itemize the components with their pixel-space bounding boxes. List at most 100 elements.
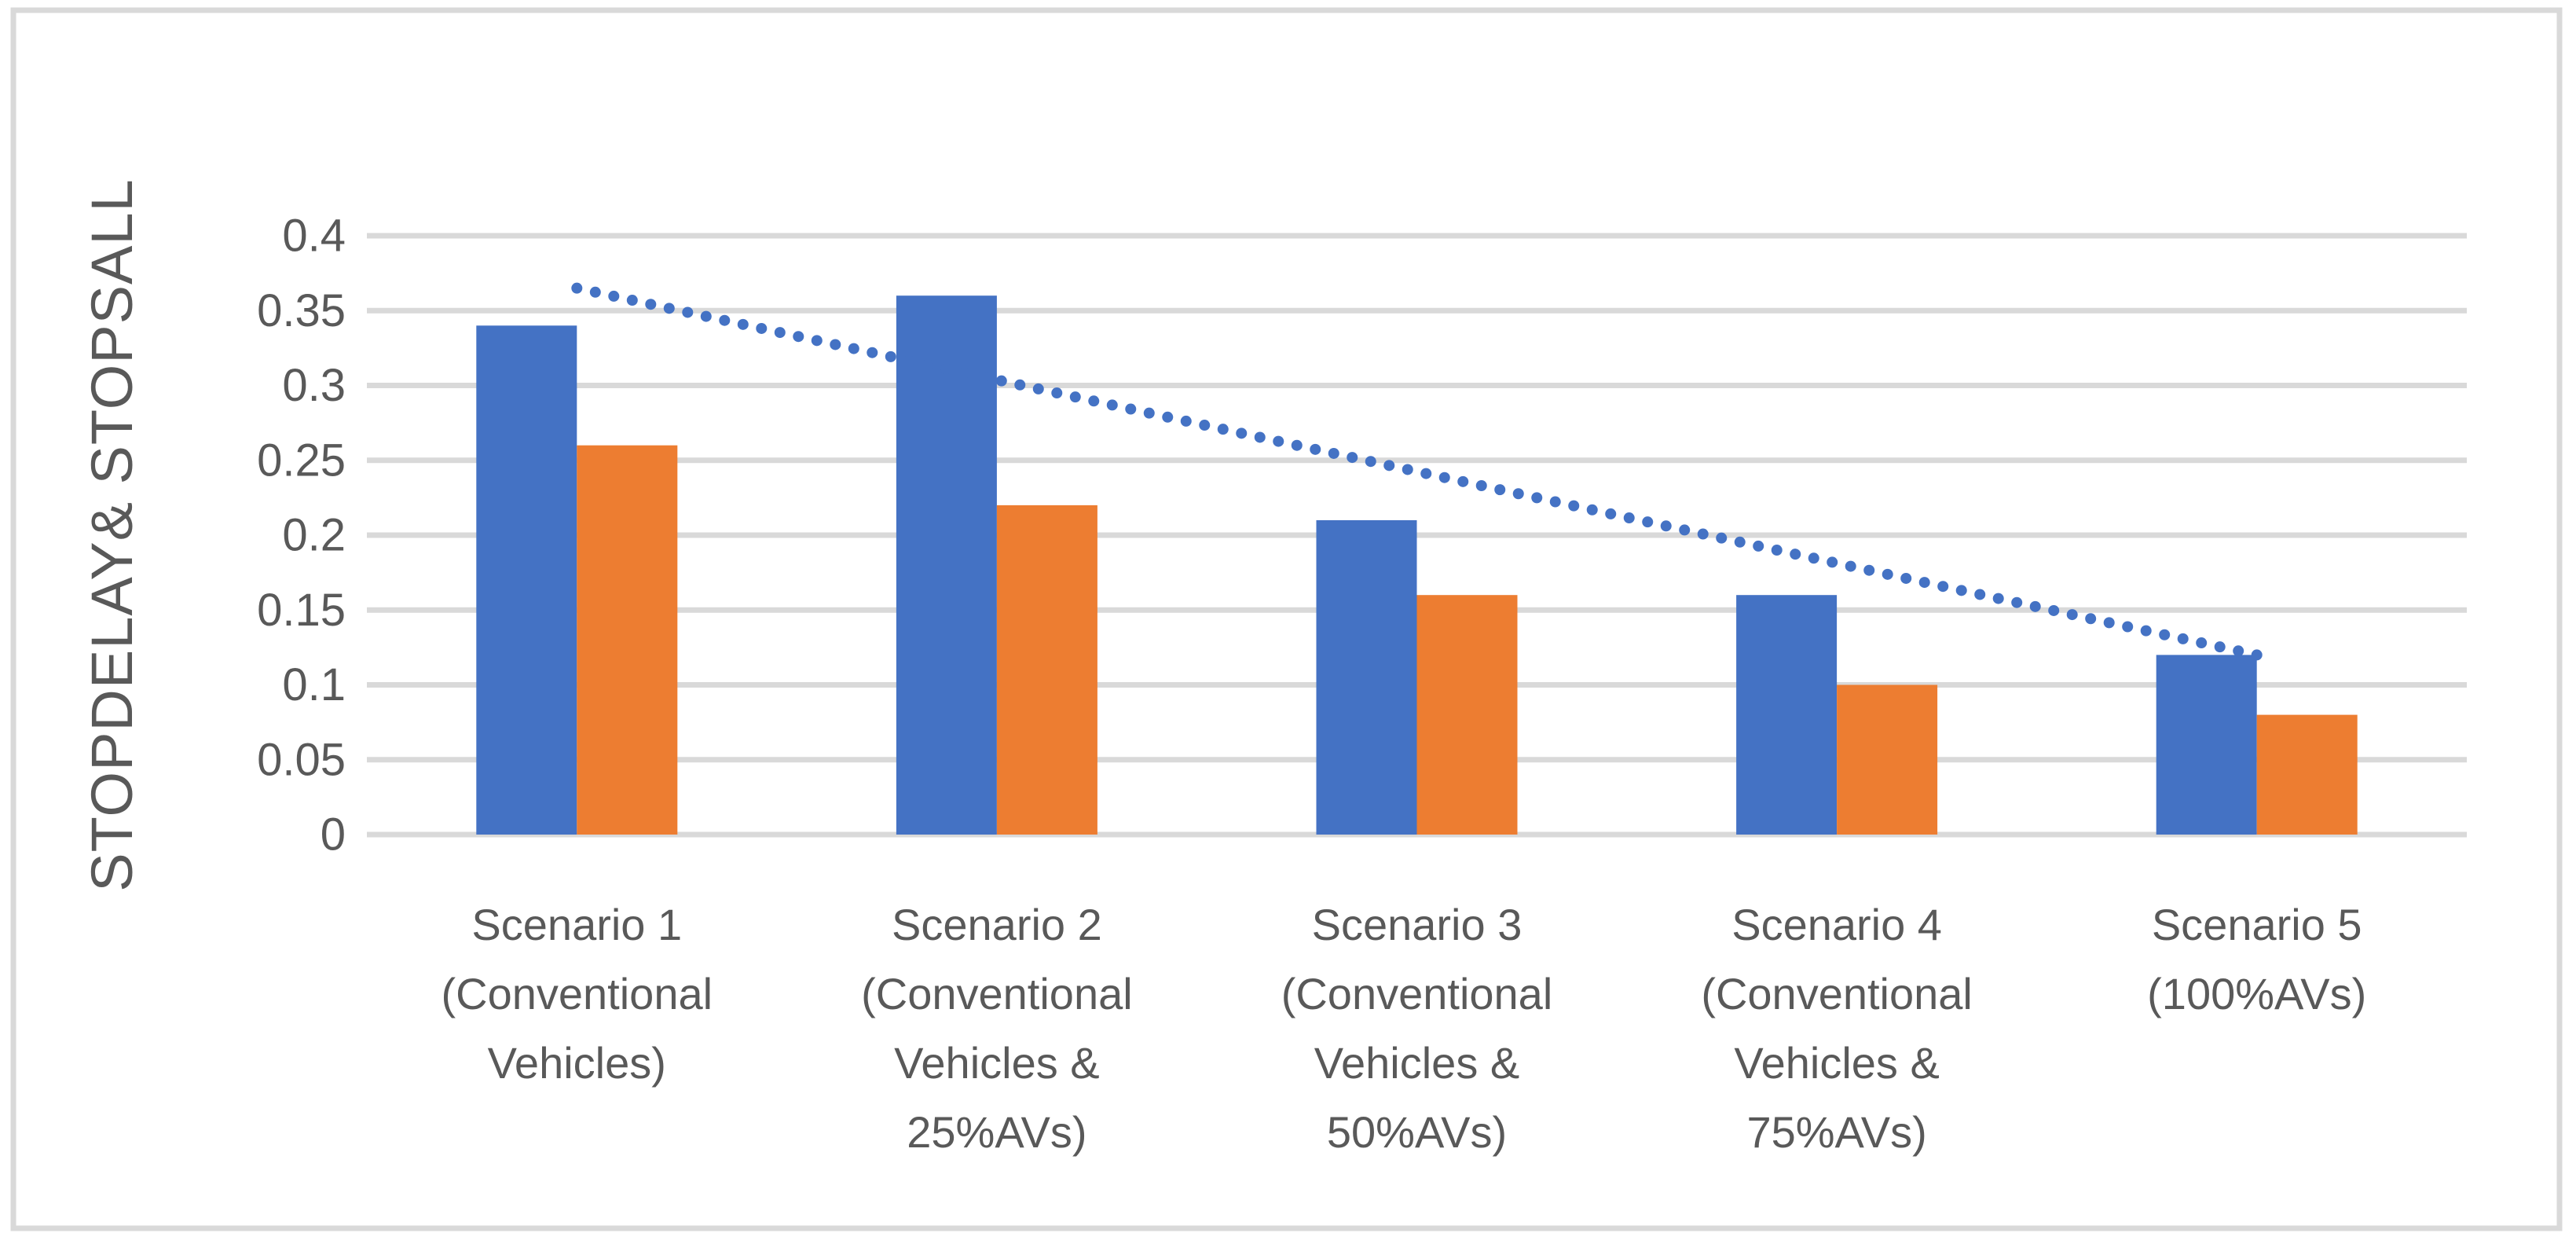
x-category-label-5: Scenario 5 (100%AVs) [2147,900,2366,1018]
bars-group [476,295,2358,835]
y-tick-label-0.35: 0.35 [257,285,346,336]
trendline-dot [1882,568,1893,580]
trendline-dot [645,299,657,310]
trendline-dot [1753,540,1764,552]
trendline-dot [1531,492,1543,504]
trendline-dot [1716,532,1728,544]
trendline-dot [1014,379,1026,391]
y-tick-label-0.05: 0.05 [257,734,346,785]
trendline-dot [1918,577,1930,589]
trendline-dot [1254,431,1266,443]
trendline-dot [756,322,768,334]
y-tick-label-0.3: 0.3 [282,360,346,411]
trendline-dot [1642,516,1654,528]
bar-stopsall-scenario-4 [1837,684,1938,835]
trendline-dot [1992,593,2004,604]
trendline-dot [867,347,878,358]
trendline-dot [719,314,731,326]
trendline-dot [1420,468,1432,479]
x-category-label-3: Scenario 3 (Conventional Vehicles & 50%AVs) [1281,900,1553,1157]
bar-stopsall-scenario-2 [996,505,1097,835]
trendline-dot [1347,452,1358,464]
trendline-dot [1863,564,1875,576]
trendline-dot [2214,641,2226,653]
trendline-dot [1623,512,1635,524]
trendline-dot [1032,383,1044,394]
y-tick-label-0.25: 0.25 [257,435,346,486]
trendline-dot [1955,585,1967,596]
trendline-dot [1771,545,1783,556]
x-axis-labels-group: Scenario 1 (Conventional Vehicles) Scenario… [442,900,2367,1157]
trendline-dot [1273,435,1284,447]
trendline-dot [995,375,1007,387]
trendline-dot [1974,589,1986,600]
x-category-label-1: Scenario 1 (Conventional Vehicles) [442,900,713,1088]
y-tick-label-0: 0 [321,809,346,861]
trendline-dot [977,371,989,383]
trendline-dot [1236,428,1248,439]
trendline-dot [626,295,638,306]
bar-stopdelay-scenario-1 [476,325,577,835]
trendline-dot [682,306,694,318]
trendline-group [571,282,2263,661]
trendline-dot [1365,456,1376,468]
y-tick-label-0.2: 0.2 [282,510,346,561]
trendline-dot [1605,508,1617,519]
trendline-dot [1512,488,1524,500]
trendline-dot [1494,484,1506,496]
x-category-label-4: Scenario 4 (Conventional Vehicles & 75%AVs) [1701,900,1973,1157]
trendline-dot [793,331,804,343]
trendline-dot [1845,560,1856,572]
trendline-dot [2048,604,2060,616]
trendline-dot [2159,629,2171,640]
trendline-dot [2103,617,2115,629]
trendline-dot [2233,645,2244,657]
y-tick-label-0.1: 0.1 [282,659,346,710]
bar-stopsall-scenario-3 [1416,595,1518,835]
trendline-dot [1180,415,1192,427]
trendline-dot [885,350,896,362]
trendline-dot [1568,500,1580,512]
trendline-dot [1143,407,1155,419]
trendline-dot [700,310,712,322]
trendline-dot [1549,496,1561,508]
trendline-dot [1679,524,1691,536]
trendline-dot [1125,403,1137,415]
trendline-dot [1051,387,1063,399]
trendline-dot [958,367,970,379]
bar-stopdelay-scenario-5 [2156,655,2257,835]
y-tick-label-0.4: 0.4 [282,211,346,262]
trendline-dot [2029,600,2041,612]
trendline-dot [571,282,583,294]
bar-stopdelay-scenario-3 [1316,519,1417,835]
chart-frame-border [10,7,2563,1231]
bar-stopsall-scenario-1 [577,445,678,835]
trendline-dot [1162,411,1174,423]
trendline-dot [940,363,952,375]
trendline-dot [1069,391,1081,403]
trendline-dot [589,286,601,298]
trendline-dot [1310,443,1321,455]
trendline-dot [1217,424,1229,435]
trendline-dot [1457,475,1469,487]
trendline-dot [1697,528,1709,540]
trendline-dot [1106,399,1118,411]
trendline-dot [1586,504,1598,516]
trendline-dot [1438,472,1450,483]
trendline-dot [1402,464,1413,475]
bar-stopdelay-scenario-2 [896,295,997,835]
trendline-dot [737,318,749,330]
trendline-dot [830,339,841,350]
y-tick-label-0.15: 0.15 [257,585,346,636]
trendline-dot [1199,420,1211,431]
trendline-dot [1808,552,1819,564]
y-axis-labels-group: 0 0.05 0.1 0.15 0.2 0.25 0.3 0.35 0.4 [257,211,346,861]
trendline-dot [1475,479,1487,491]
trendline-dot [903,354,915,366]
trendline-dot [922,359,933,371]
trendline-dot [2085,613,2097,625]
trendline-dot [1088,395,1100,407]
trendline-dot [663,303,675,314]
